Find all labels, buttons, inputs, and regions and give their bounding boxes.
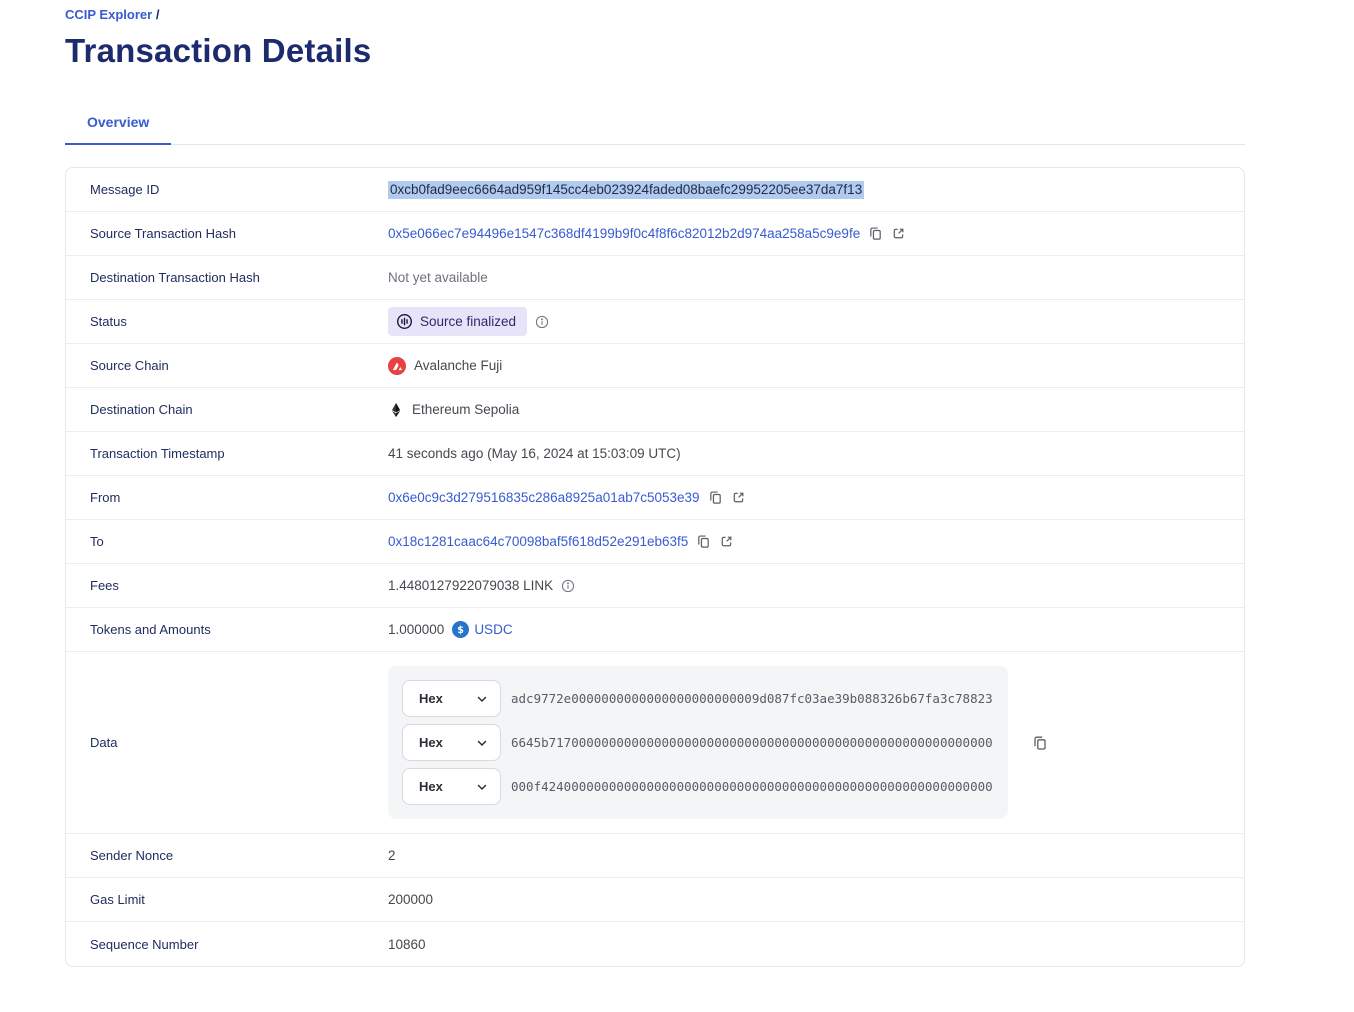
data-hex-line: 6645b71700000000000000000000000000000000…: [511, 735, 993, 750]
data-format-select[interactable]: Hex: [402, 680, 501, 717]
row-from: From 0x6e0c9c3d279516835c286a8925a01ab7c…: [66, 476, 1244, 520]
source-chain-name: Avalanche Fuji: [414, 358, 503, 373]
field-label: Source Chain: [90, 358, 169, 373]
field-label: Tokens and Amounts: [90, 622, 211, 637]
chevron-down-icon: [476, 693, 488, 705]
page-title: Transaction Details: [65, 32, 372, 69]
transaction-details-table: Message ID 0xcb0fad9eec6664ad959f145cc4e…: [65, 167, 1245, 967]
data-format-select[interactable]: Hex: [402, 768, 501, 805]
sequence-number-value: 10860: [388, 936, 426, 952]
message-id-value: 0xcb0fad9eec6664ad959f145cc4eb023924fade…: [388, 180, 865, 199]
data-hex-line: adc9772e0000000000000000000000009d087fc0…: [511, 691, 993, 706]
gas-limit-value: 200000: [388, 892, 434, 907]
copy-icon[interactable]: [868, 226, 883, 241]
avalanche-icon: [388, 356, 406, 375]
field-label: Destination Chain: [90, 402, 193, 417]
token-link[interactable]: $ USDC: [452, 621, 513, 638]
field-label: Destination Transaction Hash: [90, 270, 260, 285]
chevron-down-icon: [476, 737, 488, 749]
token-amount: 1.000000: [388, 622, 445, 637]
data-format-value: Hex: [419, 691, 443, 706]
breadcrumb-ccip-explorer-link[interactable]: CCIP Explorer: [65, 7, 153, 22]
copy-icon[interactable]: [1032, 735, 1048, 751]
row-sequence-number: Sequence Number 10860: [66, 922, 1244, 966]
tab-overview[interactable]: Overview: [65, 114, 172, 145]
field-label: From: [90, 490, 121, 505]
info-icon[interactable]: [561, 579, 575, 593]
token-symbol: USDC: [474, 622, 513, 637]
row-source-tx-hash: Source Transaction Hash 0x5e066ec7e94496…: [66, 212, 1244, 256]
source-tx-hash-link[interactable]: 0x5e066ec7e94496e1547c368df4199b9f0c4f8f…: [388, 226, 861, 241]
svg-text:$: $: [458, 625, 465, 636]
data-format-value: Hex: [419, 735, 443, 750]
from-address-link[interactable]: 0x6e0c9c3d279516835c286a8925a01ab7c5053e…: [388, 490, 700, 505]
field-label: Sender Nonce: [90, 848, 174, 863]
info-icon[interactable]: [535, 315, 549, 329]
row-dest-chain: Destination Chain Ethereum Sepolia: [66, 388, 1244, 432]
field-label: Sequence Number: [90, 936, 199, 952]
fees-value: 1.4480127922079038 LINK: [388, 578, 554, 593]
status-badge: Source finalized: [388, 307, 528, 336]
row-fees: Fees 1.4480127922079038 LINK: [66, 564, 1244, 608]
timestamp-value: 41 seconds ago (May 16, 2024 at 15:03:09…: [388, 446, 681, 461]
field-label: Source Transaction Hash: [90, 226, 236, 241]
field-label: Fees: [90, 578, 119, 593]
row-data: Data Hex adc9772e00000000000000000000000…: [66, 652, 1244, 834]
sender-nonce-value: 2: [388, 848, 396, 863]
copy-icon[interactable]: [696, 534, 711, 549]
field-label: Gas Limit: [90, 892, 145, 907]
row-dest-tx-hash: Destination Transaction Hash Not yet ava…: [66, 256, 1244, 300]
breadcrumb: CCIP Explorer /: [65, 7, 1266, 22]
row-source-chain: Source Chain Avalanche Fuji: [66, 344, 1244, 388]
external-link-icon[interactable]: [731, 490, 746, 505]
row-message-id: Message ID 0xcb0fad9eec6664ad959f145cc4e…: [66, 168, 1244, 212]
chevron-down-icon: [476, 781, 488, 793]
data-panel: Hex adc9772e0000000000000000000000009d08…: [388, 666, 1008, 819]
data-line: Hex 6645b7170000000000000000000000000000…: [402, 724, 994, 761]
external-link-icon[interactable]: [891, 226, 906, 241]
field-label: Data: [90, 735, 118, 750]
row-timestamp: Transaction Timestamp 41 seconds ago (Ma…: [66, 432, 1244, 476]
signal-circle-icon: [396, 313, 413, 330]
breadcrumb-separator: /: [155, 7, 160, 22]
row-to: To 0x18c1281caac64c70098baf5f618d52e291e…: [66, 520, 1244, 564]
data-line: Hex 000f42400000000000000000000000000000…: [402, 768, 994, 805]
to-address-link[interactable]: 0x18c1281caac64c70098baf5f618d52e291eb63…: [388, 534, 689, 549]
data-format-select[interactable]: Hex: [402, 724, 501, 761]
data-hex-line: 000f424000000000000000000000000000000000…: [511, 779, 993, 794]
copy-icon[interactable]: [708, 490, 723, 505]
row-sender-nonce: Sender Nonce 2: [66, 834, 1244, 878]
data-line: Hex adc9772e0000000000000000000000009d08…: [402, 680, 994, 717]
data-format-value: Hex: [419, 779, 443, 794]
field-label: Message ID: [90, 182, 160, 197]
tab-bar: Overview: [65, 114, 1245, 145]
dest-chain-name: Ethereum Sepolia: [412, 402, 520, 417]
row-tokens-and-amounts: Tokens and Amounts 1.000000 $ USDC: [66, 608, 1244, 652]
field-label: To: [90, 534, 104, 549]
transaction-details-page: CCIP Explorer / Transaction Details Over…: [65, 7, 1266, 967]
row-gas-limit: Gas Limit 200000: [66, 878, 1244, 922]
ethereum-icon: [388, 402, 404, 418]
status-text: Source finalized: [420, 314, 517, 329]
usdc-icon: $: [452, 621, 470, 638]
external-link-icon[interactable]: [719, 534, 734, 549]
field-label: Status: [90, 314, 127, 329]
field-label: Transaction Timestamp: [90, 446, 225, 461]
dest-tx-hash-value: Not yet available: [388, 270, 488, 285]
row-status: Status Source finalized: [66, 300, 1244, 344]
